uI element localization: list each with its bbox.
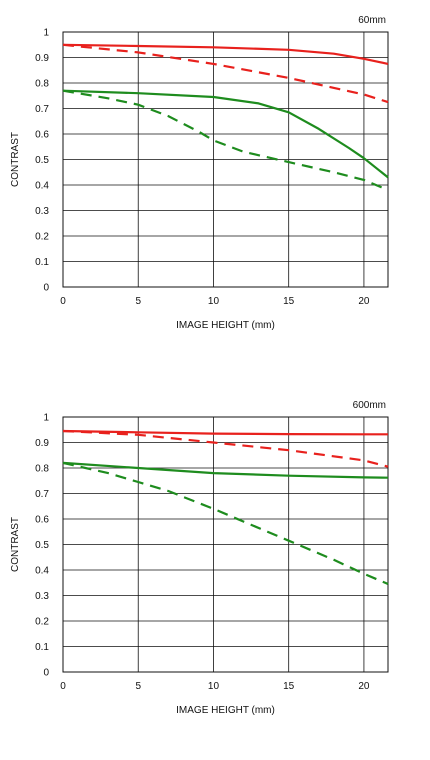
x-tick-label: 15 [283,681,295,692]
series-line-green-solid [62,89,389,179]
series-line-green-dashed [62,461,389,586]
y-tick-label: 0.2 [35,617,49,628]
x-axis-title: IMAGE HEIGHT (mm) [176,705,275,716]
y-axis-title: CONTRAST [10,517,21,572]
chart-title: 60mm [358,15,386,26]
mtf-chart-600mm: 00.10.20.30.40.50.60.70.80.910 5 10 15 20600… [10,400,389,716]
y-tick-label: 0 [43,283,49,294]
x-tick-label: 15 [283,296,295,307]
y-tick-label: 0.3 [35,591,49,602]
x-tick-label: 20 [358,296,370,307]
x-tick-label: 5 [135,296,141,307]
series-line-red-solid [62,43,389,65]
y-tick-label: 0.8 [35,464,49,475]
y-tick-label: 0.4 [35,566,49,577]
x-tick-label: 0 [60,296,66,307]
y-tick-label: 0.5 [35,155,49,166]
y-tick-label: 0.6 [35,515,49,526]
y-tick-label: 0.1 [35,642,49,653]
y-tick-label: 0 [43,668,49,679]
y-tick-label: 0.2 [35,232,49,243]
x-axis-title: IMAGE HEIGHT (mm) [176,320,275,331]
mtf-chart-60mm: 00.10.20.30.40.50.60.70.80.910 5 10 15 2060m… [10,15,389,331]
series-line-green-solid [62,461,389,479]
y-tick-label: 1 [43,28,49,39]
plot-frame [62,31,389,288]
series-line-red-dashed [62,43,389,104]
plot-frame [62,416,389,673]
y-tick-label: 0.4 [35,181,49,192]
y-tick-label: 0.7 [35,489,49,500]
y-tick-label: 0.9 [35,438,49,449]
x-tick-label: 0 [60,681,66,692]
y-tick-label: 0.1 [35,257,49,268]
series-line-red-solid [62,429,388,436]
x-tick-label: 5 [135,681,141,692]
y-tick-label: 0.7 [35,104,49,115]
x-tick-label: 10 [208,296,220,307]
y-tick-label: 0.9 [35,53,49,64]
y-tick-label: 0.6 [35,130,49,141]
series-line-red-dashed [62,429,389,468]
y-axis-title: CONTRAST [10,132,21,187]
x-tick-label: 20 [358,681,370,692]
series-line-green-dashed [62,89,389,192]
y-tick-label: 1 [43,413,49,424]
y-tick-label: 0.3 [35,206,49,217]
y-tick-label: 0.8 [35,79,49,90]
x-tick-label: 10 [208,681,220,692]
y-tick-label: 0.5 [35,540,49,551]
chart-title: 600mm [353,400,386,411]
